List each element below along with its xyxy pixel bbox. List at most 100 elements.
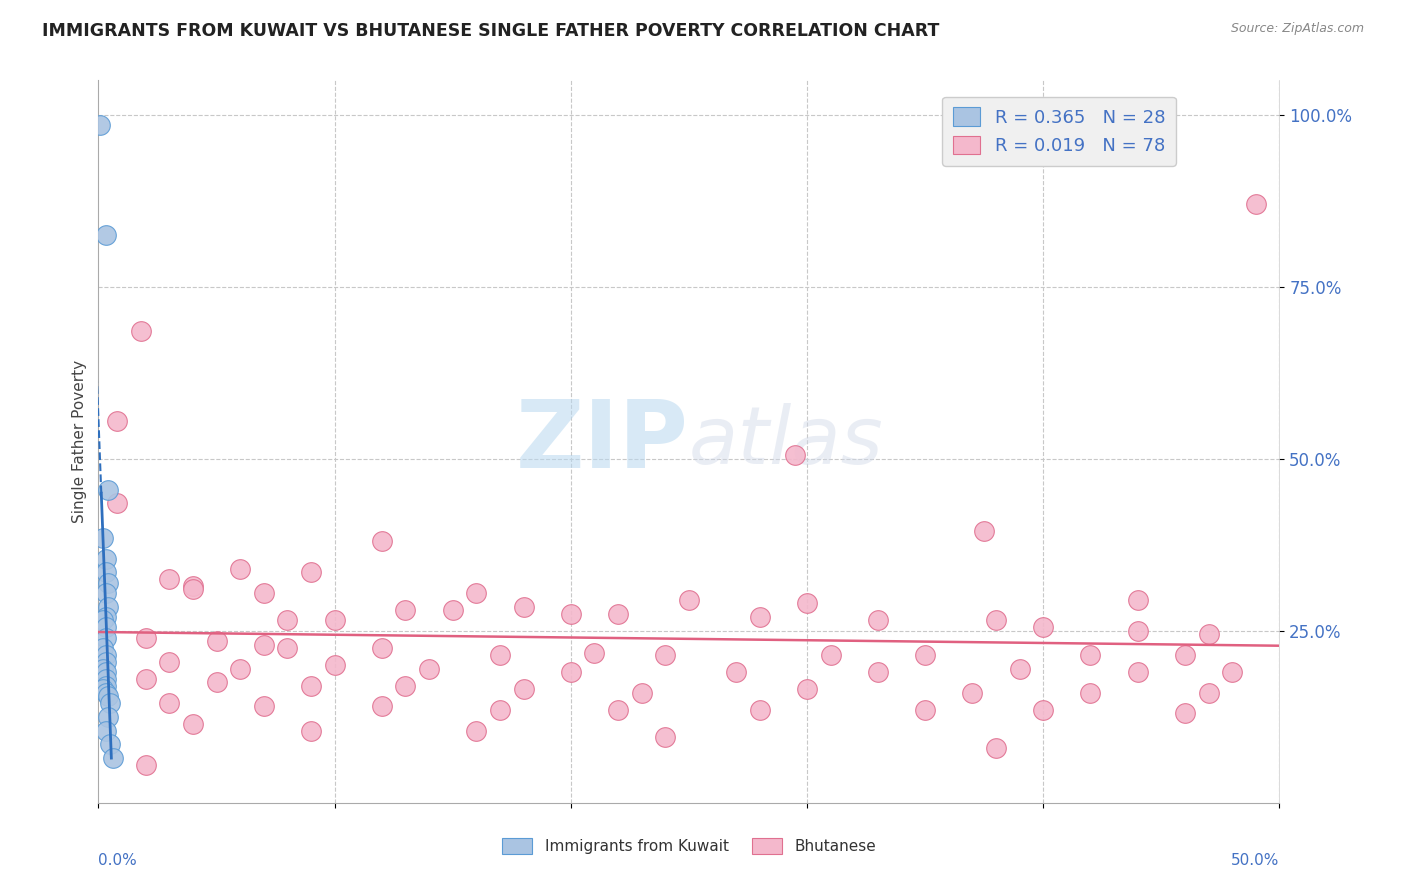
Point [135,758,157,772]
Point [583,646,606,660]
Point [489,648,512,662]
Point [229,562,252,576]
Point [1220,665,1243,679]
Point [371,699,394,714]
Point [94,686,117,700]
Point [984,740,1007,755]
Text: Source: ZipAtlas.com: Source: ZipAtlas.com [1230,22,1364,36]
Point [1126,592,1149,607]
Point [94,723,117,738]
Point [94,610,117,624]
Point [512,682,534,697]
Point [866,614,889,628]
Point [135,631,157,645]
Point [560,607,582,621]
Point [205,634,228,648]
Text: 0.0%: 0.0% [98,854,138,869]
Point [98,737,121,751]
Point [984,614,1007,628]
Point [1126,624,1149,638]
Point [748,610,770,624]
Point [253,638,276,652]
Point [94,620,117,634]
Point [299,723,322,738]
Point [299,566,322,580]
Point [489,703,512,717]
Point [1126,665,1149,679]
Point [97,710,120,724]
Point [181,716,204,731]
Point [973,524,995,538]
Point [1198,627,1220,641]
Point [94,679,117,693]
Point [276,640,298,655]
Point [135,672,157,686]
Point [181,582,204,597]
Point [94,551,117,566]
Point [205,675,228,690]
Point [229,662,252,676]
Point [94,566,117,580]
Point [299,679,322,693]
Point [1174,706,1197,721]
Point [94,586,117,600]
Text: IMMIGRANTS FROM KUWAIT VS BHUTANESE SINGLE FATHER POVERTY CORRELATION CHART: IMMIGRANTS FROM KUWAIT VS BHUTANESE SING… [42,22,939,40]
Point [94,672,117,686]
Point [394,603,416,617]
Point [91,640,114,655]
Point [94,228,117,243]
Point [1008,662,1031,676]
Point [157,655,180,669]
Point [1032,620,1054,634]
Point [678,592,700,607]
Point [323,658,346,673]
Point [866,665,889,679]
Point [725,665,748,679]
Point [1174,648,1197,662]
Point [105,414,128,428]
Point [91,531,114,545]
Point [785,448,807,462]
Point [607,703,630,717]
Point [91,682,114,697]
Point [512,599,534,614]
Point [94,631,117,645]
Point [1080,648,1102,662]
Point [607,607,630,621]
Point [97,599,120,614]
Point [820,648,842,662]
Text: ZIP: ZIP [516,395,689,488]
Point [253,586,276,600]
Point [91,614,114,628]
Point [630,686,652,700]
Text: 50.0%: 50.0% [1232,854,1279,869]
Point [323,614,346,628]
Point [98,696,121,710]
Point [129,325,152,339]
Y-axis label: Single Father Poverty: Single Father Poverty [72,360,87,523]
Point [914,703,936,717]
Point [276,614,298,628]
Point [962,686,984,700]
Point [157,572,180,586]
Point [465,586,488,600]
Point [441,603,464,617]
Point [1080,686,1102,700]
Point [914,648,936,662]
Point [371,640,394,655]
Text: atlas: atlas [689,402,884,481]
Point [181,579,204,593]
Point [1032,703,1054,717]
Point [94,655,117,669]
Point [371,534,394,549]
Point [94,648,117,662]
Point [654,648,676,662]
Point [157,696,180,710]
Point [465,723,488,738]
Point [105,496,128,510]
Point [101,751,124,765]
Point [418,662,440,676]
Point [560,665,582,679]
Point [654,731,676,745]
Legend: Immigrants from Kuwait, Bhutanese: Immigrants from Kuwait, Bhutanese [496,832,882,860]
